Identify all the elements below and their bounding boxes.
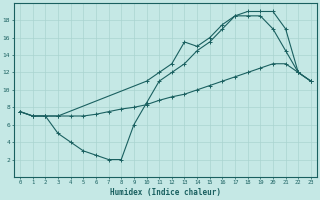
X-axis label: Humidex (Indice chaleur): Humidex (Indice chaleur) <box>110 188 221 197</box>
